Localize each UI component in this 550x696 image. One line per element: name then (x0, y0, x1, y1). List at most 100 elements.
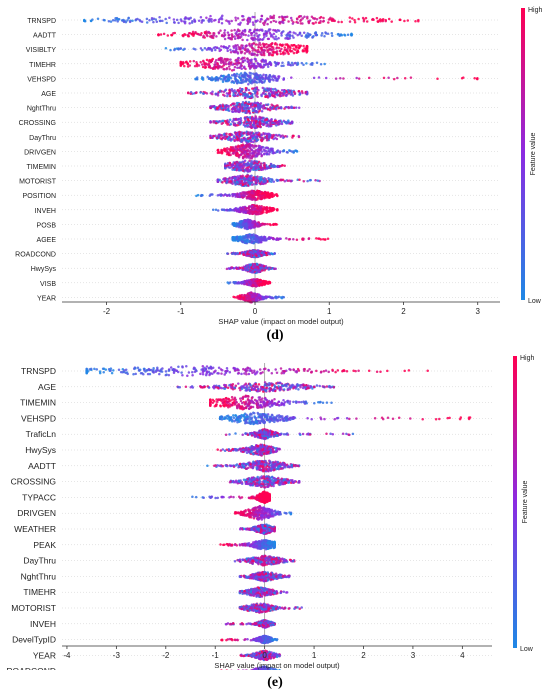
shap-point (227, 166, 230, 169)
shap-point (203, 47, 207, 50)
shap-point (208, 194, 212, 197)
shap-point (319, 15, 323, 19)
shap-point (260, 93, 263, 97)
shap-point (281, 18, 285, 22)
feature-label: POSITION (23, 193, 56, 200)
shap-point (188, 64, 192, 67)
shap-point (265, 136, 268, 139)
shap-point (223, 132, 226, 136)
shap-point (186, 62, 189, 66)
shap-point (202, 19, 205, 22)
shap-point (223, 135, 226, 138)
shap-point (290, 76, 293, 79)
feature-label: AGEE (37, 237, 57, 244)
shap-point (236, 123, 239, 127)
shap-point (209, 14, 212, 18)
shap-point (258, 132, 261, 135)
shap-point (275, 91, 279, 94)
shap-point (219, 29, 222, 32)
shap-point (462, 76, 465, 79)
shap-point (231, 182, 234, 185)
shap-point (251, 15, 254, 19)
shap-point (213, 106, 217, 109)
shap-point (247, 109, 250, 113)
shap-point (251, 145, 254, 148)
shap-point (220, 57, 224, 60)
shap-point (256, 222, 259, 226)
shap-point (214, 63, 217, 66)
shap-point (250, 52, 254, 55)
shap-point (258, 38, 262, 41)
shap-point (230, 176, 234, 179)
shap-point (250, 31, 253, 35)
shap-point (222, 108, 225, 112)
shap-point (323, 34, 326, 38)
shap-point (324, 32, 328, 35)
shap-point (161, 19, 164, 23)
shap-point (227, 153, 231, 157)
shap-point (291, 22, 295, 25)
shap-point (217, 31, 221, 35)
shap-point (194, 31, 197, 34)
shap-point (181, 62, 184, 66)
shap-point (240, 103, 244, 106)
shap-point (281, 44, 284, 47)
shap-point (210, 49, 214, 52)
shap-point (246, 183, 250, 187)
shap-point (250, 126, 254, 129)
shap-point (231, 223, 234, 226)
shap-point (265, 191, 269, 194)
shap-point (473, 76, 476, 80)
shap-point (240, 176, 243, 180)
shap-point (266, 222, 269, 226)
shap-point (244, 44, 247, 48)
shap-point (247, 156, 250, 159)
shap-point (241, 266, 245, 270)
shap-point (268, 222, 272, 226)
shap-point (254, 104, 258, 107)
shap-point (186, 34, 190, 38)
shap-point (266, 18, 270, 21)
shap-point (208, 76, 212, 80)
shap-point (136, 17, 139, 21)
shap-point (175, 18, 179, 22)
shap-point (246, 17, 250, 20)
shap-point (218, 178, 221, 182)
shap-point (264, 89, 268, 92)
shap-point (237, 45, 241, 49)
shap-point (222, 90, 226, 93)
shap-point (173, 21, 176, 24)
shap-point (217, 18, 221, 22)
shap-point (282, 92, 286, 96)
shap-point (179, 63, 183, 66)
shap-point (188, 22, 191, 25)
shap-point (300, 34, 303, 37)
shap-point (286, 43, 289, 47)
shap-point (289, 50, 292, 53)
shap-point (267, 88, 271, 92)
shap-point (296, 49, 300, 52)
shap-point (223, 62, 226, 65)
shap-point (263, 79, 267, 83)
shap-point (258, 135, 262, 139)
shap-point (258, 178, 262, 181)
shap-point (272, 133, 275, 137)
shap-point (198, 33, 201, 36)
shap-point (269, 148, 272, 152)
shap-point (265, 76, 269, 80)
shap-point (263, 77, 267, 80)
shap-point (351, 17, 354, 20)
shap-point (192, 47, 195, 51)
shap-point (214, 45, 217, 49)
shap-point (243, 48, 247, 52)
shap-point (277, 46, 281, 50)
shap-point (150, 16, 154, 20)
shap-point (238, 102, 241, 106)
shap-point (247, 181, 250, 184)
shap-point (244, 118, 247, 121)
shap-point (250, 94, 254, 97)
shap-point (220, 148, 223, 152)
feature-label: AADTT (33, 33, 57, 40)
shap-point (280, 122, 284, 126)
shap-point (257, 88, 260, 92)
